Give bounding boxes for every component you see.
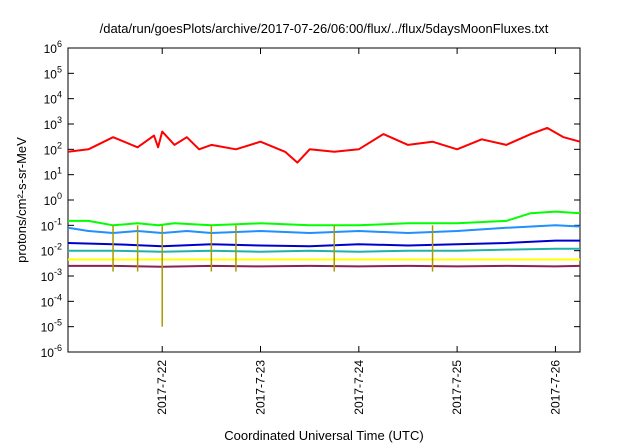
series-group (67, 126, 581, 268)
series-line (67, 224, 581, 234)
chart-title: /data/run/goesPlots/archive/2017-07-26/0… (100, 21, 549, 36)
series-line (68, 247, 580, 253)
plot-area: 10-6 10-5 10-4 10-3 10-2 10-1 100 101 102 103 104 1… (41, 39, 581, 415)
plot-frame (67, 47, 581, 353)
y-tick-label: 10-1 (41, 216, 62, 233)
series-line (67, 239, 580, 248)
dip-group (112, 225, 434, 327)
x-tick-label: 2017-7-22 (155, 360, 169, 415)
y-tick-label: 10-5 (41, 318, 62, 335)
y-tick-label: 103 (44, 115, 62, 132)
y-tick-label: 106 (44, 39, 62, 56)
y-tick-label: 100 (44, 191, 62, 208)
x-axis: 2017-7-22 2017-7-23 2017-7-24 2017-7-25 2017… (155, 48, 562, 415)
y-tick-label: 10-2 (41, 242, 62, 259)
x-tick-label: 2017-7-26 (548, 360, 562, 415)
y-tick-label: 104 (44, 90, 62, 107)
series-line (68, 210, 581, 227)
y-tick-label: 105 (44, 64, 62, 81)
y-tick-label: 10-4 (41, 292, 62, 309)
x-tick-label: 2017-7-25 (450, 360, 464, 415)
y-tick-label: 10-6 (41, 343, 62, 360)
y-tick-label: 101 (44, 166, 62, 183)
x-tick-label: 2017-7-24 (352, 360, 366, 415)
y-axis: 10-6 10-5 10-4 10-3 10-2 10-1 100 101 102 103 104 1… (41, 39, 580, 360)
x-tick-label: 2017-7-23 (254, 360, 268, 415)
y-tick-label: 102 (44, 140, 62, 157)
y-axis-label: protons/cm²-s-sr-MeV (14, 137, 29, 263)
series-line (68, 264, 581, 268)
series-line (67, 126, 581, 164)
y-tick-label: 10-3 (41, 267, 62, 284)
x-axis-label: Coordinated Universal Time (UTC) (224, 428, 423, 443)
